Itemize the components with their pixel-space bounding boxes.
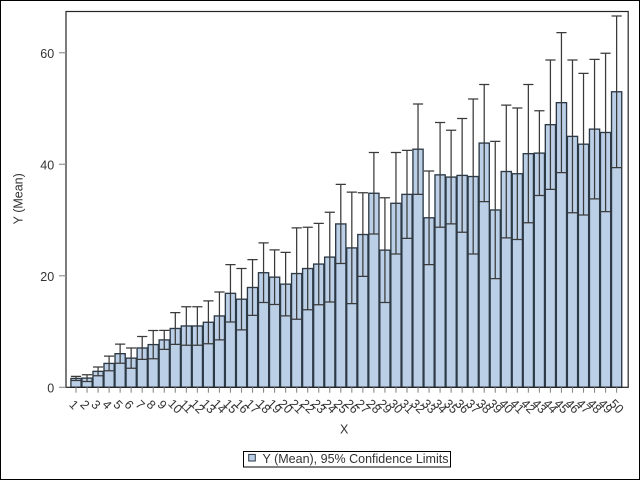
svg-text:Y (Mean), 95% Confidence Limit: Y (Mean), 95% Confidence Limits: [263, 452, 449, 466]
svg-text:40: 40: [40, 158, 54, 172]
svg-text:X: X: [340, 423, 349, 437]
svg-text:20: 20: [40, 270, 54, 284]
svg-text:Y (Mean): Y (Mean): [11, 173, 25, 224]
svg-text:60: 60: [40, 47, 54, 61]
svg-text:0: 0: [47, 381, 54, 395]
